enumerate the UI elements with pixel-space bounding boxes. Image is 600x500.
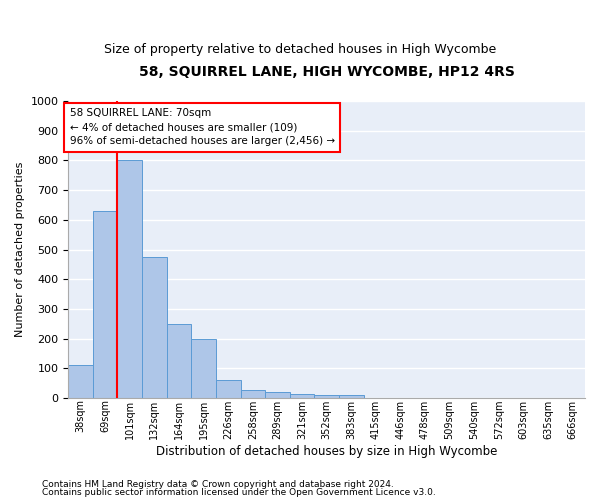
Bar [93, 211, 118, 398]
Bar [216, 380, 241, 398]
Bar [142, 257, 167, 398]
Text: Size of property relative to detached houses in High Wycombe: Size of property relative to detached ho… [104, 42, 496, 56]
Bar [191, 338, 216, 398]
Bar [68, 366, 93, 398]
Bar [290, 394, 314, 398]
Bar [314, 395, 339, 398]
Title: 58, SQUIRREL LANE, HIGH WYCOMBE, HP12 4RS: 58, SQUIRREL LANE, HIGH WYCOMBE, HP12 4R… [139, 65, 515, 79]
Bar [118, 160, 142, 398]
Bar [339, 395, 364, 398]
Bar [265, 392, 290, 398]
Bar [241, 390, 265, 398]
Text: 58 SQUIRREL LANE: 70sqm
← 4% of detached houses are smaller (109)
96% of semi-de: 58 SQUIRREL LANE: 70sqm ← 4% of detached… [70, 108, 335, 146]
Text: Contains HM Land Registry data © Crown copyright and database right 2024.: Contains HM Land Registry data © Crown c… [42, 480, 394, 489]
Text: Contains public sector information licensed under the Open Government Licence v3: Contains public sector information licen… [42, 488, 436, 497]
X-axis label: Distribution of detached houses by size in High Wycombe: Distribution of detached houses by size … [156, 444, 497, 458]
Bar [167, 324, 191, 398]
Y-axis label: Number of detached properties: Number of detached properties [15, 162, 25, 337]
